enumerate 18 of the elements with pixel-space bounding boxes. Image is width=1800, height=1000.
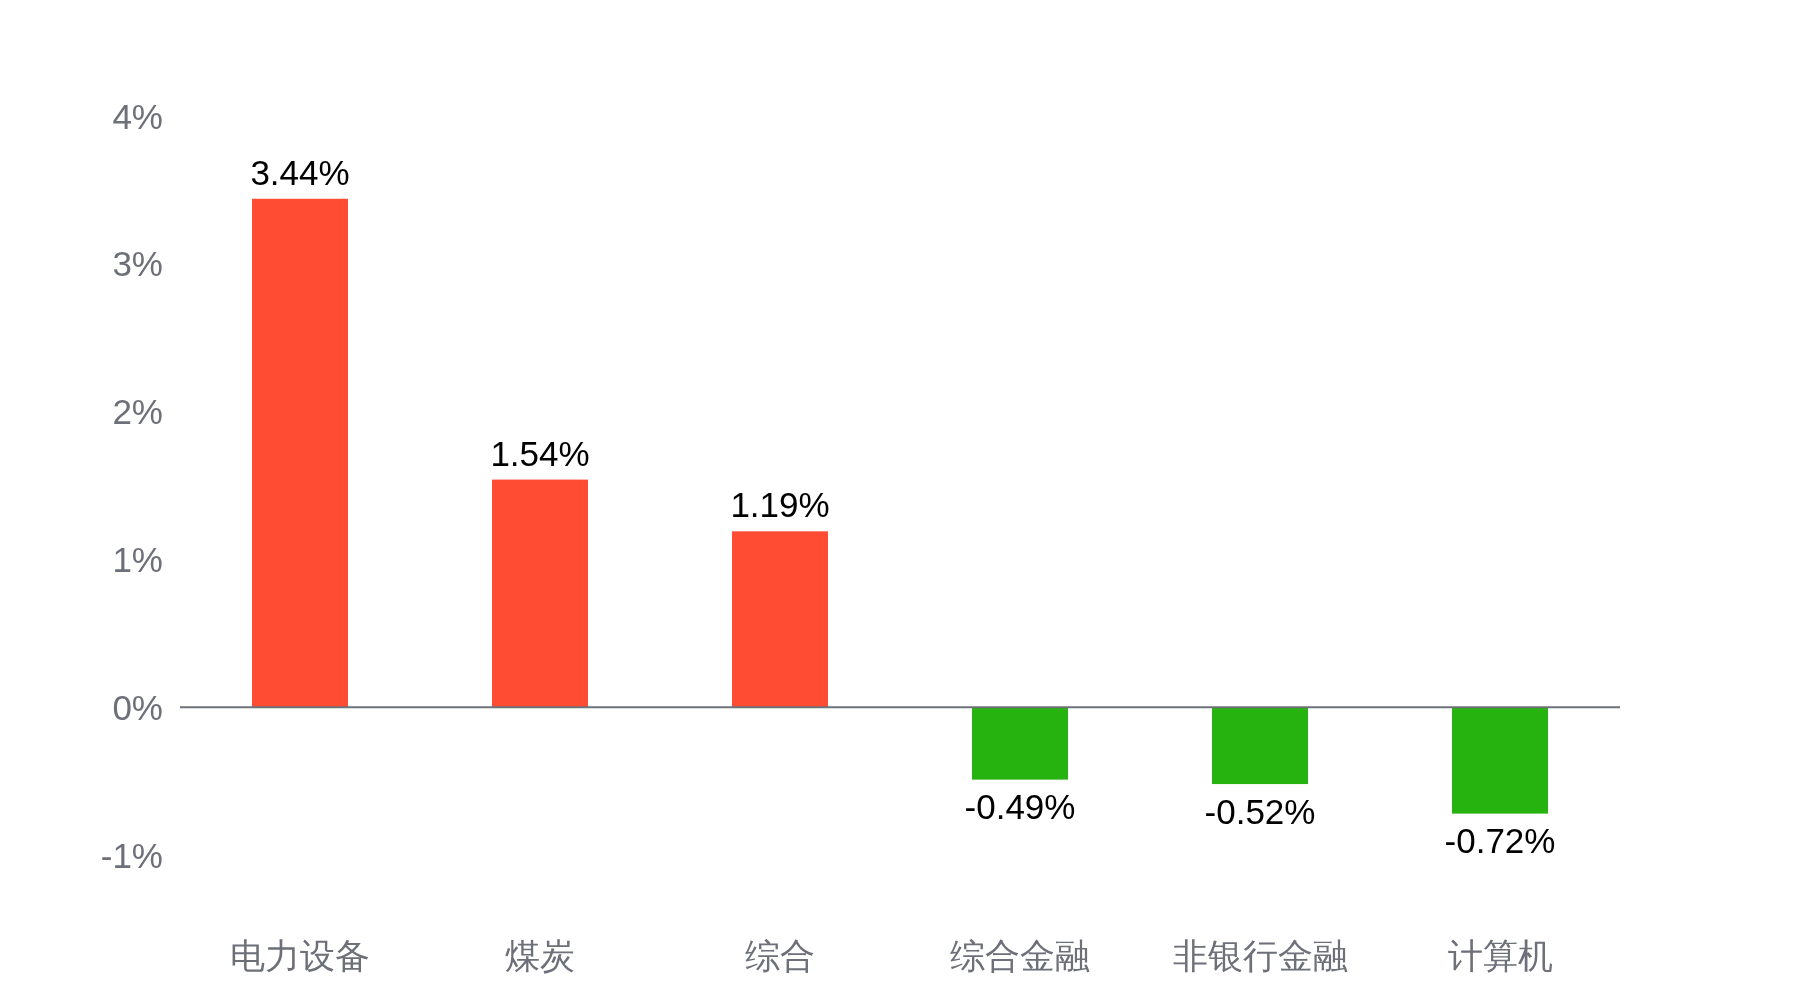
- y-tick-label: 2%: [112, 392, 163, 432]
- x-tick-label: 计算机: [1447, 935, 1553, 975]
- data-label: 1.19%: [730, 485, 830, 525]
- x-tick-label: 煤炭: [505, 935, 575, 975]
- y-tick-label: 1%: [112, 539, 163, 579]
- x-tick-label: 综合: [745, 935, 815, 975]
- y-tick-label: -1%: [100, 835, 163, 875]
- y-tick-label: 3%: [112, 244, 163, 284]
- data-label: -0.49%: [964, 787, 1076, 827]
- x-tick-label: 电力设备: [230, 935, 370, 975]
- x-tick-label: 非银行金融: [1172, 935, 1348, 975]
- data-label: -0.72%: [1444, 821, 1556, 861]
- y-tick-label: 4%: [112, 96, 163, 136]
- y-tick-label: 0%: [112, 687, 163, 727]
- data-label: 3.44%: [250, 152, 350, 192]
- data-label: 1.54%: [490, 433, 590, 473]
- data-label: -0.52%: [1204, 791, 1316, 831]
- x-tick-label: 综合金融: [950, 935, 1090, 975]
